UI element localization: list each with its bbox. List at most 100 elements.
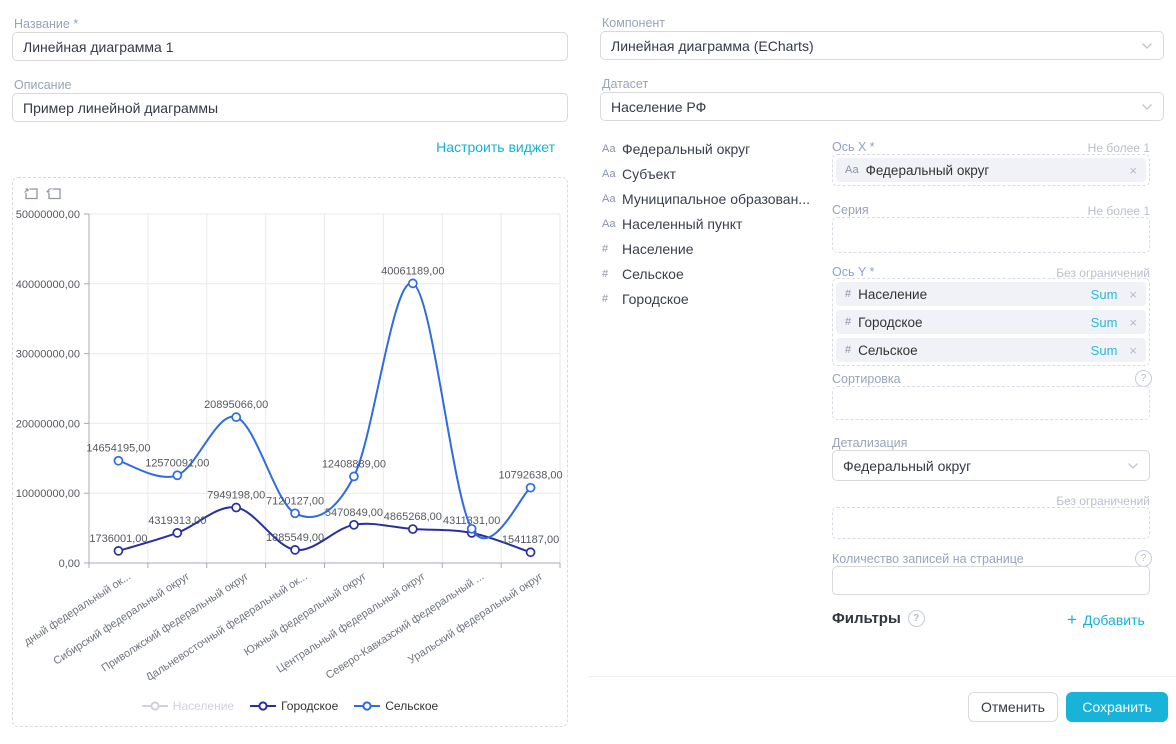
dataset-label: Датасет: [602, 77, 649, 91]
field-label: Субъект: [622, 166, 677, 182]
configure-widget-link[interactable]: Настроить виджет: [436, 139, 555, 155]
dataset-field-item[interactable]: Аа Населенный пункт: [602, 216, 817, 232]
data-point[interactable]: [407, 278, 418, 289]
data-point-label: 10792638,00: [498, 470, 562, 482]
data-point-label: 1541187,00: [502, 534, 559, 546]
detail-dropzone[interactable]: [832, 507, 1150, 539]
chart-toolbox: [23, 186, 62, 201]
data-point[interactable]: [231, 412, 242, 423]
data-point[interactable]: [172, 528, 183, 538]
data-point[interactable]: [231, 502, 242, 513]
detail-select[interactable]: Федеральный округ: [832, 450, 1150, 481]
detail-label: Детализация: [832, 436, 908, 450]
data-point[interactable]: [349, 471, 359, 482]
component-select[interactable]: Линейная диаграмма (ECharts): [600, 31, 1164, 60]
data-point-label: 7120127,00: [266, 495, 324, 507]
dataset-field-item[interactable]: # Сельское: [602, 266, 817, 282]
series-label: Серия: [832, 203, 869, 217]
axis-x-dropzone[interactable]: Аа Федеральный округ ×: [832, 154, 1150, 186]
dataset-field-item[interactable]: Аа Федеральный округ: [602, 141, 817, 157]
field-chip[interactable]: # Городское Sum ×: [836, 310, 1146, 334]
y-tick-label: 40000000,00: [16, 279, 80, 291]
data-point[interactable]: [349, 519, 359, 530]
legend-item-население[interactable]: Население: [141, 699, 234, 713]
field-label: Население: [622, 241, 694, 257]
legend-marker-icon: [141, 701, 168, 711]
description-input[interactable]: [12, 93, 568, 122]
aggregation-select[interactable]: Sum: [1090, 342, 1118, 358]
detail-value: Федеральный округ: [843, 457, 972, 474]
series-dropzone[interactable]: [832, 217, 1150, 253]
restore-icon[interactable]: [46, 186, 62, 201]
add-filter-button[interactable]: + Добавить: [1067, 610, 1145, 629]
help-icon[interactable]: ?: [1135, 550, 1152, 567]
field-type-icon: Аа: [602, 218, 616, 230]
sorting-label: Сортировка: [832, 372, 901, 386]
aggregation-select[interactable]: Sum: [1090, 286, 1118, 302]
help-icon[interactable]: ?: [907, 610, 925, 627]
dataset-field-item[interactable]: Аа Субъект: [602, 166, 817, 182]
legend-item-сельское[interactable]: Сельское: [354, 699, 438, 713]
field-chip[interactable]: # Население Sum ×: [836, 282, 1146, 306]
data-point[interactable]: [113, 546, 124, 556]
field-type-icon: #: [845, 344, 852, 356]
data-point[interactable]: [113, 455, 124, 466]
field-chip[interactable]: # Сельское Sum ×: [836, 338, 1146, 362]
dataset-field-item[interactable]: # Городское: [602, 291, 817, 307]
axis-y-dropzone[interactable]: # Население Sum × # Городское Sum × # Сельское Sum…: [832, 278, 1150, 366]
dataset-field-item[interactable]: # Население: [602, 241, 817, 257]
remove-chip-icon[interactable]: ×: [1129, 342, 1137, 358]
filters-label: Фильтры ?: [832, 610, 925, 627]
field-chip[interactable]: Аа Федеральный округ ×: [836, 158, 1146, 182]
field-type-icon: Аа: [602, 168, 616, 180]
plus-icon: +: [1067, 610, 1077, 629]
name-input[interactable]: [12, 32, 568, 61]
dataset-select[interactable]: Население РФ: [600, 92, 1164, 121]
legend-marker-icon: [354, 701, 381, 711]
series-selskoe: 14654195,00 12570091,00 20895066,00 7120127…: [86, 265, 563, 540]
y-tick-label: 0,00: [59, 558, 80, 570]
line-chart-svg: 50000000,00 40000000,00 30000000,00 2000000…: [16, 209, 563, 680]
sorting-dropzone[interactable]: [832, 386, 1150, 420]
remove-chip-icon[interactable]: ×: [1129, 286, 1137, 302]
data-point-label: 4865268,00: [384, 511, 442, 523]
cancel-button[interactable]: Отменить: [968, 692, 1058, 722]
help-icon[interactable]: ?: [1135, 370, 1152, 387]
description-label: Описание: [14, 78, 72, 92]
data-point-label: 12570091,00: [145, 457, 209, 469]
remove-chip-icon[interactable]: ×: [1129, 162, 1137, 178]
y-tick-label: 30000000,00: [16, 349, 80, 361]
data-point[interactable]: [290, 544, 300, 555]
page-size-label: Количество записей на странице: [832, 552, 1024, 566]
field-label: Муниципальное образован...: [622, 191, 810, 207]
dataset-field-item[interactable]: Аа Муниципальное образован...: [602, 191, 817, 207]
field-type-icon: Аа: [602, 143, 616, 155]
aggregation-select[interactable]: Sum: [1090, 314, 1118, 330]
data-point[interactable]: [172, 470, 183, 481]
detail-limit: Без ограничений: [1056, 494, 1150, 508]
data-point[interactable]: [290, 508, 300, 519]
data-point-label: 20895066,00: [204, 399, 268, 411]
data-point-label: 7949198,00: [207, 490, 265, 502]
remove-chip-icon[interactable]: ×: [1129, 314, 1137, 330]
chevron-down-icon: [1127, 462, 1139, 470]
field-label: Населенный пункт: [622, 216, 743, 232]
series-line: [118, 506, 531, 554]
field-type-icon: #: [602, 243, 609, 255]
data-point[interactable]: [407, 524, 418, 534]
y-tick-label: 50000000,00: [16, 209, 80, 221]
data-point-label: 1736001,00: [89, 533, 147, 545]
box-zoom-icon[interactable]: [23, 186, 39, 201]
legend-item-городское[interactable]: Городское: [250, 699, 338, 713]
chip-label: Федеральный округ: [865, 162, 990, 178]
page-size-input[interactable]: [832, 566, 1150, 595]
chip-label: Сельское: [858, 342, 918, 358]
data-point[interactable]: [525, 547, 536, 558]
field-type-icon: #: [845, 316, 852, 328]
data-point[interactable]: [466, 523, 477, 534]
component-value: Линейная диаграмма (ECharts): [611, 37, 814, 54]
series-limit: Не более 1: [1087, 204, 1150, 218]
data-point[interactable]: [525, 482, 536, 493]
save-button[interactable]: Сохранить: [1066, 692, 1168, 722]
